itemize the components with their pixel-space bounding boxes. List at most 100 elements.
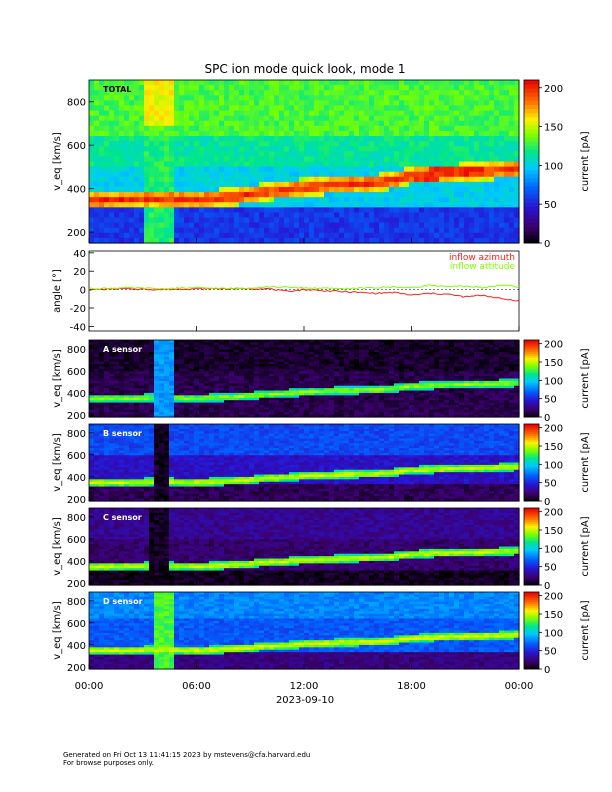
heatmap-cell — [129, 378, 135, 382]
heatmap-cell — [399, 105, 405, 112]
heatmap-cell — [154, 383, 160, 387]
heatmap-cell — [509, 151, 515, 157]
heatmap-cell — [99, 207, 105, 214]
heatmap-cell — [279, 181, 285, 188]
heatmap-cell — [174, 407, 180, 411]
heatmap-cell — [129, 212, 135, 219]
heatmap-cell — [389, 186, 395, 193]
heatmap-cell — [89, 385, 95, 389]
heatmap-cell — [224, 404, 230, 408]
heatmap-cell — [309, 171, 315, 178]
heatmap-cell — [219, 368, 225, 372]
heatmap-cell — [389, 354, 395, 358]
heatmap-cell — [479, 227, 485, 234]
heatmap-cell — [194, 176, 200, 183]
heatmap-cell — [129, 146, 135, 152]
heatmap-cell — [179, 390, 185, 394]
heatmap-cell — [109, 207, 115, 214]
heatmap-cell — [434, 80, 440, 86]
heatmap-cell — [404, 197, 410, 203]
heatmap-cell — [359, 349, 365, 353]
heatmap-cell — [134, 409, 140, 413]
heatmap-cell — [394, 385, 400, 389]
heatmap-cell — [244, 361, 250, 365]
heatmap-cell — [499, 186, 505, 193]
heatmap-cell — [379, 202, 385, 208]
heatmap-cell — [299, 402, 305, 406]
heatmap-cell — [464, 95, 470, 101]
heatmap-cell — [434, 125, 440, 132]
heatmap-cell — [399, 342, 405, 346]
heatmap-cell — [364, 217, 370, 224]
heatmap-cell — [294, 130, 300, 137]
heatmap-cell — [179, 404, 185, 408]
heatmap-cell — [99, 110, 105, 117]
heatmap-cell — [264, 364, 270, 368]
heatmap-cell — [189, 407, 195, 411]
heatmap-cell — [409, 364, 415, 368]
heatmap-cell — [239, 105, 245, 112]
heatmap-cell — [199, 80, 205, 86]
heatmap-cell — [444, 125, 450, 132]
heatmap-cell — [384, 186, 390, 193]
heatmap-cell — [349, 146, 355, 152]
heatmap-cell — [259, 359, 265, 363]
heatmap-cell — [399, 237, 405, 244]
heatmap-cell — [319, 192, 325, 198]
heatmap-cell — [119, 141, 125, 147]
heatmap-cell — [209, 340, 215, 344]
heatmap-cell — [349, 237, 355, 244]
heatmap-cell — [144, 352, 150, 356]
heatmap-cell — [324, 344, 330, 348]
heatmap-cell — [329, 349, 335, 353]
heatmap-cell — [374, 359, 380, 363]
heatmap-cell — [279, 404, 285, 408]
heatmap-cell — [144, 90, 150, 96]
heatmap-cell — [399, 349, 405, 353]
heatmap-cell — [429, 156, 435, 163]
heatmap-cell — [234, 397, 240, 401]
heatmap-cell — [454, 136, 460, 142]
heatmap-cell — [144, 354, 150, 358]
heatmap-cell — [384, 207, 390, 214]
heatmap-cell — [364, 212, 370, 219]
heatmap-cell — [279, 390, 285, 394]
heatmap-cell — [454, 146, 460, 152]
heatmap-cell — [199, 181, 205, 188]
heatmap-cell — [309, 105, 315, 112]
heatmap-cell — [384, 368, 390, 372]
heatmap-cell — [409, 105, 415, 112]
heatmap-cell — [239, 237, 245, 244]
heatmap-cell — [394, 197, 400, 203]
heatmap-cell — [419, 80, 425, 86]
heatmap-cell — [164, 368, 170, 372]
heatmap-cell — [504, 130, 510, 137]
heatmap-cell — [159, 197, 165, 203]
heatmap-cell — [479, 110, 485, 117]
heatmap-cell — [259, 197, 265, 203]
heatmap-cell — [364, 380, 370, 384]
heatmap-cell — [119, 395, 125, 399]
heatmap-cell — [94, 340, 100, 344]
heatmap-cell — [359, 146, 365, 152]
heatmap-cell — [139, 146, 145, 152]
heatmap-cell — [304, 371, 310, 375]
heatmap-cell — [229, 359, 235, 363]
heatmap-cell — [369, 95, 375, 101]
heatmap-cell — [164, 366, 170, 370]
heatmap-cell — [314, 232, 320, 239]
heatmap-cell — [204, 409, 210, 413]
heatmap-cell — [309, 368, 315, 372]
heatmap-cell — [159, 380, 165, 384]
heatmap-cell — [419, 414, 425, 418]
heatmap-cell — [464, 181, 470, 188]
heatmap-cell — [269, 402, 275, 406]
heatmap-cell — [374, 207, 380, 214]
heatmap-cell — [349, 383, 355, 387]
heatmap-cell — [229, 136, 235, 142]
heatmap-cell — [404, 376, 410, 380]
heatmap-cell — [374, 340, 380, 344]
heatmap-cell — [234, 130, 240, 137]
heatmap-cell — [154, 171, 160, 178]
heatmap-cell — [234, 354, 240, 358]
